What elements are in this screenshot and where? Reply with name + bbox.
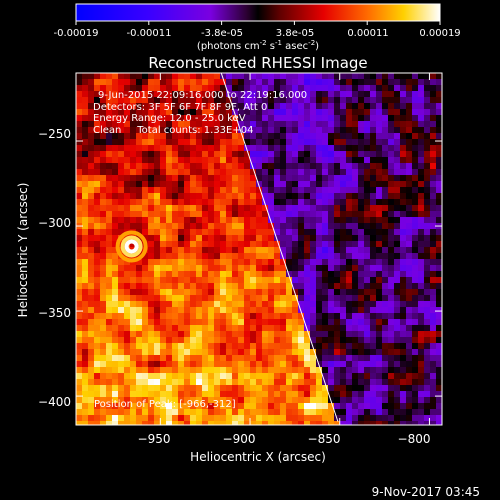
plot-frame: [75, 72, 443, 426]
annotation-clean-counts: Clean Total counts: 1.33E+04: [93, 125, 253, 136]
peak-position-label: Position of Peak: [-966,-312]: [94, 399, 236, 410]
chart-title: Reconstructed RHESSI Image: [148, 54, 367, 72]
y-tick-label: −350: [38, 306, 71, 320]
x-tick-label: −900: [223, 432, 256, 446]
peak-emission: [124, 239, 139, 254]
annotation-energy-range: Energy Range: 12.0 - 25.0 keV: [93, 113, 246, 124]
y-tick-label: −400: [38, 395, 71, 409]
x-axis-label: Heliocentric X (arcsec): [190, 450, 326, 464]
y-tick-label: −250: [38, 127, 71, 141]
y-tick-label: −300: [38, 216, 71, 230]
colorbar-tick-label: 3.8e-05: [276, 28, 314, 39]
colorbar-units: (photons cm-2 s-1 asec-2): [197, 39, 319, 52]
colorbar-tick-label: -0.00011: [127, 28, 172, 39]
axis-ticks: [76, 73, 442, 425]
annotation-detectors: Detectors: 3F 5F 6F 7F 8F 9F, Att 0: [93, 102, 267, 113]
limb-line: [220, 73, 339, 422]
colorbar-tick-label: 0.00019: [419, 28, 460, 39]
x-tick-label: −800: [398, 432, 431, 446]
x-tick-label: −850: [308, 432, 341, 446]
peak-emission: [120, 235, 143, 258]
y-axis-label: Heliocentric Y (arcsec): [16, 183, 30, 318]
colorbar-tick-label: -0.00019: [54, 28, 99, 39]
colorbar: [75, 3, 441, 22]
colorbar-tick-label: 0.00011: [347, 28, 388, 39]
colorbar-tick-label: -3.8e-05: [201, 28, 243, 39]
heatmap-image: [76, 73, 442, 425]
annotation-time-range: 9-Jun-2015 22:09:16.000 to 22:19:16.000: [98, 90, 307, 101]
footer-timestamp: 9-Nov-2017 03:45: [372, 485, 480, 499]
x-tick-label: −950: [138, 432, 171, 446]
colorbar-ticks: [75, 21, 441, 25]
peak-emission: [115, 230, 148, 263]
